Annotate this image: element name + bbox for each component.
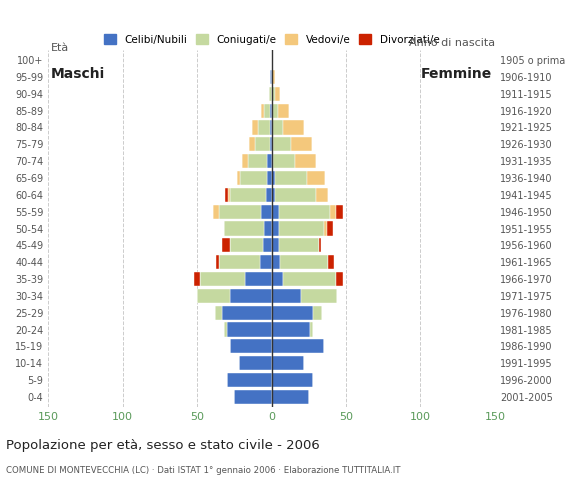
Bar	[329, 204, 336, 219]
Bar	[229, 188, 230, 202]
Bar	[267, 171, 271, 185]
Bar	[271, 188, 274, 202]
Bar	[260, 255, 271, 269]
Text: Femmine: Femmine	[420, 67, 492, 81]
Bar	[336, 272, 343, 286]
Bar	[230, 288, 271, 303]
Bar	[264, 104, 270, 118]
Bar	[248, 154, 267, 168]
Bar	[319, 238, 321, 252]
Bar	[277, 104, 289, 118]
Bar	[273, 137, 291, 152]
Bar	[271, 288, 302, 303]
Text: Anno di nascita: Anno di nascita	[409, 38, 495, 48]
Bar	[230, 339, 271, 353]
Bar	[310, 323, 313, 336]
Bar	[284, 120, 304, 135]
Bar	[219, 204, 261, 219]
Bar	[266, 188, 271, 202]
Bar	[261, 204, 271, 219]
Bar	[279, 221, 324, 236]
Bar	[267, 154, 271, 168]
Bar	[242, 154, 248, 168]
Bar	[307, 171, 325, 185]
Bar	[270, 137, 271, 152]
Bar	[264, 221, 271, 236]
Bar	[271, 323, 310, 336]
Bar	[230, 188, 266, 202]
Bar	[281, 255, 328, 269]
Bar	[255, 137, 270, 152]
Bar	[279, 238, 319, 252]
Bar	[324, 221, 327, 236]
Bar	[273, 154, 295, 168]
Bar	[271, 238, 279, 252]
Bar	[302, 288, 337, 303]
Bar	[263, 238, 271, 252]
Bar	[252, 120, 258, 135]
Bar	[336, 204, 343, 219]
Bar	[271, 70, 274, 84]
Bar	[200, 272, 245, 286]
Bar	[223, 238, 230, 252]
Text: Maschi: Maschi	[51, 67, 106, 81]
Bar	[215, 305, 223, 320]
Bar	[227, 323, 271, 336]
Bar	[271, 204, 279, 219]
Legend: Celibi/Nubili, Coniugati/e, Vedovi/e, Divorziati/e: Celibi/Nubili, Coniugati/e, Vedovi/e, Di…	[100, 30, 444, 49]
Bar	[240, 171, 267, 185]
Bar	[271, 171, 274, 185]
Bar	[216, 255, 219, 269]
Bar	[271, 87, 274, 101]
Bar	[269, 87, 271, 101]
Bar	[219, 255, 260, 269]
Bar	[295, 154, 316, 168]
Bar	[328, 255, 334, 269]
Bar	[279, 204, 329, 219]
Bar	[270, 120, 271, 135]
Bar	[197, 288, 230, 303]
Bar	[327, 221, 332, 236]
Bar	[271, 272, 284, 286]
Bar	[271, 154, 273, 168]
Bar	[227, 373, 271, 387]
Text: Età: Età	[51, 43, 70, 53]
Bar	[291, 137, 312, 152]
Bar	[249, 137, 255, 152]
Bar	[224, 323, 227, 336]
Bar	[271, 356, 304, 371]
Bar	[271, 221, 279, 236]
Bar	[313, 305, 322, 320]
Bar	[284, 272, 336, 286]
Bar	[224, 221, 264, 236]
Bar	[194, 272, 200, 286]
Bar	[271, 305, 313, 320]
Bar	[237, 171, 240, 185]
Bar	[261, 104, 264, 118]
Bar	[271, 373, 313, 387]
Bar	[274, 171, 307, 185]
Bar	[245, 272, 271, 286]
Bar	[226, 188, 229, 202]
Bar	[239, 356, 271, 371]
Bar	[316, 188, 328, 202]
Bar	[230, 238, 263, 252]
Text: COMUNE DI MONTEVECCHIA (LC) · Dati ISTAT 1° gennaio 2006 · Elaborazione TUTTITAL: COMUNE DI MONTEVECCHIA (LC) · Dati ISTAT…	[6, 466, 400, 475]
Bar	[213, 204, 219, 219]
Bar	[271, 137, 273, 152]
Bar	[270, 70, 271, 84]
Bar	[271, 390, 309, 404]
Bar	[234, 390, 271, 404]
Bar	[271, 120, 284, 135]
Bar	[271, 255, 281, 269]
Text: Popolazione per età, sesso e stato civile - 2006: Popolazione per età, sesso e stato civil…	[6, 439, 320, 452]
Bar	[258, 120, 270, 135]
Bar	[223, 305, 271, 320]
Bar	[274, 87, 281, 101]
Bar	[271, 104, 277, 118]
Bar	[274, 188, 316, 202]
Bar	[270, 104, 271, 118]
Bar	[271, 339, 324, 353]
